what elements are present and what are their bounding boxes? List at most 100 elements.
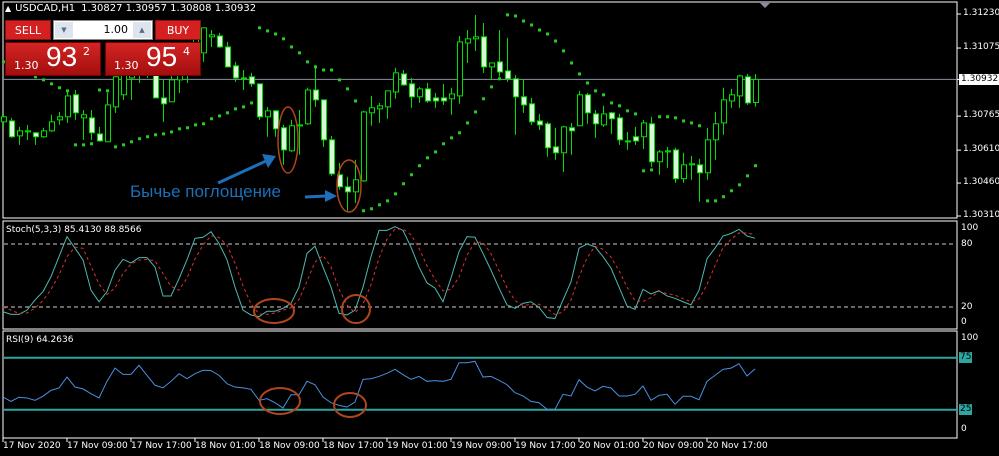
candle-body bbox=[569, 127, 575, 132]
candle bbox=[241, 69, 247, 90]
lot-size-value[interactable]: 1.00 bbox=[103, 23, 129, 36]
candle-body bbox=[713, 123, 719, 141]
candle-body bbox=[729, 94, 735, 102]
candle bbox=[529, 97, 535, 125]
annotations bbox=[217, 106, 371, 418]
lot-size-stepper[interactable]: ▼ 1.00 ▲ bbox=[53, 20, 153, 40]
sar-dot bbox=[610, 101, 613, 105]
time-tick-label: 17 Nov 09:00 bbox=[67, 441, 128, 451]
buy-price-prefix: 1.30 bbox=[114, 59, 139, 72]
candle bbox=[505, 37, 511, 82]
stoch-tick: 0 bbox=[961, 317, 967, 327]
sar-dot bbox=[210, 117, 213, 121]
candle bbox=[201, 27, 207, 62]
sar-dot bbox=[274, 32, 277, 36]
candle-body bbox=[105, 104, 111, 143]
buy-price-button[interactable]: 1.30 95 4 bbox=[105, 41, 201, 76]
candle bbox=[249, 72, 255, 87]
candle-body bbox=[321, 99, 327, 141]
candle bbox=[553, 127, 559, 160]
candle bbox=[393, 67, 399, 99]
candle-body bbox=[689, 163, 695, 166]
candle bbox=[233, 61, 239, 82]
candle-body bbox=[465, 38, 471, 44]
candle-body bbox=[9, 120, 15, 138]
candle-body bbox=[345, 186, 351, 193]
candle-body bbox=[89, 117, 95, 134]
sar-dot bbox=[90, 142, 93, 146]
sar-dot bbox=[146, 135, 149, 139]
candle bbox=[617, 113, 623, 145]
stoch-main-line bbox=[2, 226, 756, 320]
candle bbox=[657, 149, 663, 175]
price-tick-label: 1.30610 bbox=[963, 144, 999, 155]
sell-price-button[interactable]: 1.30 93 2 bbox=[5, 41, 101, 76]
highlight-ellipse bbox=[333, 392, 367, 418]
sar-dot bbox=[490, 85, 493, 89]
candle bbox=[329, 135, 335, 176]
collapse-triangle-icon[interactable]: ▲ bbox=[5, 4, 12, 13]
sar-dot bbox=[578, 72, 581, 76]
sar-dot bbox=[298, 51, 301, 55]
sar-dot bbox=[2, 60, 5, 64]
buy-price-pips: 95 bbox=[146, 41, 178, 72]
sar-dot bbox=[634, 112, 637, 116]
candle bbox=[753, 73, 759, 107]
candle bbox=[713, 111, 719, 160]
sar-dot bbox=[674, 116, 677, 120]
sar-dot bbox=[602, 93, 605, 97]
ohlc-readout: 1.30827 1.30957 1.30808 1.30932 bbox=[81, 3, 257, 14]
candle-body bbox=[521, 96, 527, 106]
candle bbox=[273, 109, 279, 137]
candle bbox=[81, 109, 87, 140]
candle bbox=[489, 62, 495, 80]
rsi-pane bbox=[2, 356, 958, 411]
sar-dot bbox=[162, 132, 165, 136]
chart-shift-marker-icon[interactable] bbox=[760, 3, 770, 8]
sar-dot bbox=[594, 89, 597, 93]
candle-body bbox=[673, 149, 679, 180]
sar-dot bbox=[250, 101, 253, 105]
candle-body bbox=[489, 62, 495, 68]
decrease-lot-icon[interactable]: ▼ bbox=[55, 22, 73, 38]
candle-body bbox=[681, 164, 687, 180]
sar-dot bbox=[378, 203, 381, 207]
sell-button[interactable]: SELL bbox=[5, 20, 51, 40]
buy-button[interactable]: BUY bbox=[155, 20, 201, 40]
candle-body bbox=[513, 78, 519, 98]
candle-body bbox=[417, 88, 423, 98]
sar-dot bbox=[154, 133, 157, 137]
candle bbox=[33, 131, 39, 145]
candle bbox=[561, 125, 567, 172]
sar-dot bbox=[178, 127, 181, 131]
candle-body bbox=[73, 94, 79, 114]
main-price-pane bbox=[1, 13, 957, 213]
pane-frames bbox=[2, 1, 958, 439]
candle-body bbox=[457, 41, 463, 97]
candle bbox=[169, 71, 175, 103]
candle bbox=[441, 83, 447, 105]
chart-title: ▲ USDCAD,H1 1.30827 1.30957 1.30808 1.3093… bbox=[5, 3, 256, 14]
sell-price-pips: 93 bbox=[46, 41, 78, 72]
sar-dot bbox=[66, 89, 69, 93]
sar-dot bbox=[186, 126, 189, 130]
candle-body bbox=[705, 139, 711, 174]
sar-dot bbox=[114, 145, 117, 149]
sar-dot bbox=[450, 136, 453, 140]
candle bbox=[209, 30, 215, 47]
candle-body bbox=[593, 113, 599, 125]
sar-dot bbox=[234, 107, 237, 111]
increase-lot-icon[interactable]: ▲ bbox=[133, 22, 151, 38]
sar-dot bbox=[738, 183, 741, 187]
candle bbox=[89, 109, 95, 140]
sar-dot bbox=[466, 121, 469, 125]
candle-body bbox=[241, 77, 247, 80]
candle-body bbox=[537, 120, 543, 126]
candle-body bbox=[1, 116, 7, 123]
candle-body bbox=[121, 74, 127, 96]
candle-body bbox=[41, 130, 47, 138]
sell-price-prefix: 1.30 bbox=[14, 59, 39, 72]
candle bbox=[257, 83, 263, 120]
sar-dot bbox=[194, 123, 197, 127]
